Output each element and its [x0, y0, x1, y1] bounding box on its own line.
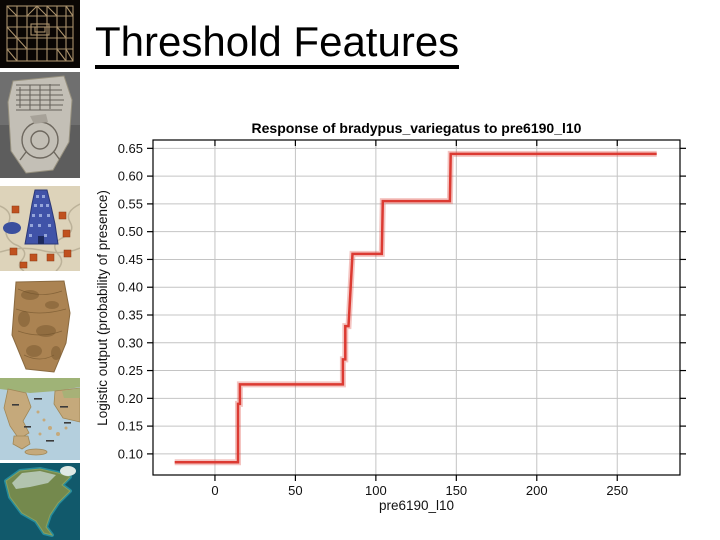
babylonian-clay-tablet-world-map	[0, 72, 80, 178]
north-america-satellite-map	[0, 463, 80, 540]
y-tick-label: 0.60	[118, 169, 143, 184]
x-tick-label: 50	[288, 483, 302, 498]
y-tick-label: 0.10	[118, 446, 143, 461]
y-tick-label: 0.15	[118, 419, 143, 434]
response-curve	[174, 152, 657, 464]
y-tick-label: 0.45	[118, 252, 143, 267]
x-axis-title: pre6190_l10	[379, 498, 454, 513]
x-tick-label: 0	[211, 483, 218, 498]
y-tick-label: 0.30	[118, 335, 143, 350]
x-tick-label: 200	[526, 483, 548, 498]
plot-border	[152, 139, 681, 476]
x-tick-label: 100	[365, 483, 387, 498]
y-tick-label: 0.20	[118, 391, 143, 406]
y-tick-label: 0.35	[118, 308, 143, 323]
x-tick-label: 150	[445, 483, 467, 498]
x-tick-label: 250	[606, 483, 628, 498]
ancient-grid-city-plan-map	[0, 0, 80, 68]
y-tick-label: 0.50	[118, 224, 143, 239]
y-tick-label: 0.65	[118, 141, 143, 156]
old-parchment-portolan-map	[0, 279, 80, 376]
y-tick-label: 0.55	[118, 196, 143, 211]
slide-title: Threshold Features	[95, 20, 460, 69]
y-tick-label: 0.40	[118, 280, 143, 295]
y-axis-title: Logistic output (probability of presence…	[95, 190, 110, 426]
chart-title: Response of bradypus_variegatus to pre61…	[252, 120, 582, 136]
medieval-tower-of-babel-map	[0, 186, 80, 271]
y-tick-label: 0.25	[118, 363, 143, 378]
greece-aegean-topographic-map	[0, 378, 80, 460]
